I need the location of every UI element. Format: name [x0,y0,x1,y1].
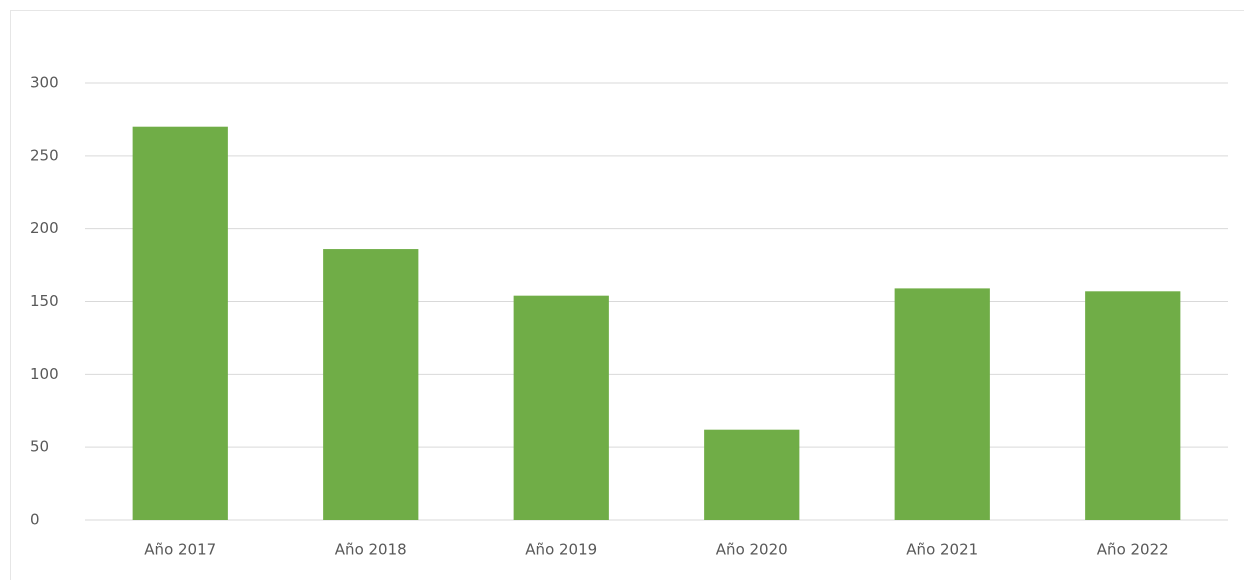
bar [132,126,228,520]
x-tick-label: Año 2019 [525,541,597,559]
bar [513,295,609,520]
bar [894,288,990,520]
y-tick-label: 300 [30,74,59,92]
x-tick-label: Año 2017 [144,541,216,559]
y-tick-label: 150 [30,292,59,310]
x-tick-label: Año 2021 [906,541,978,559]
y-tick-label: 50 [30,438,49,456]
x-tick-label: Año 2022 [1097,541,1169,559]
y-tick-label: 200 [30,219,59,237]
bar [323,249,419,520]
bar [704,429,800,520]
y-tick-label: 250 [30,146,59,164]
x-tick-label: Año 2018 [335,541,407,559]
bar [1085,291,1181,520]
y-tick-label: 100 [30,365,59,383]
y-tick-label: 0 [30,511,40,529]
x-tick-label: Año 2020 [716,541,788,559]
